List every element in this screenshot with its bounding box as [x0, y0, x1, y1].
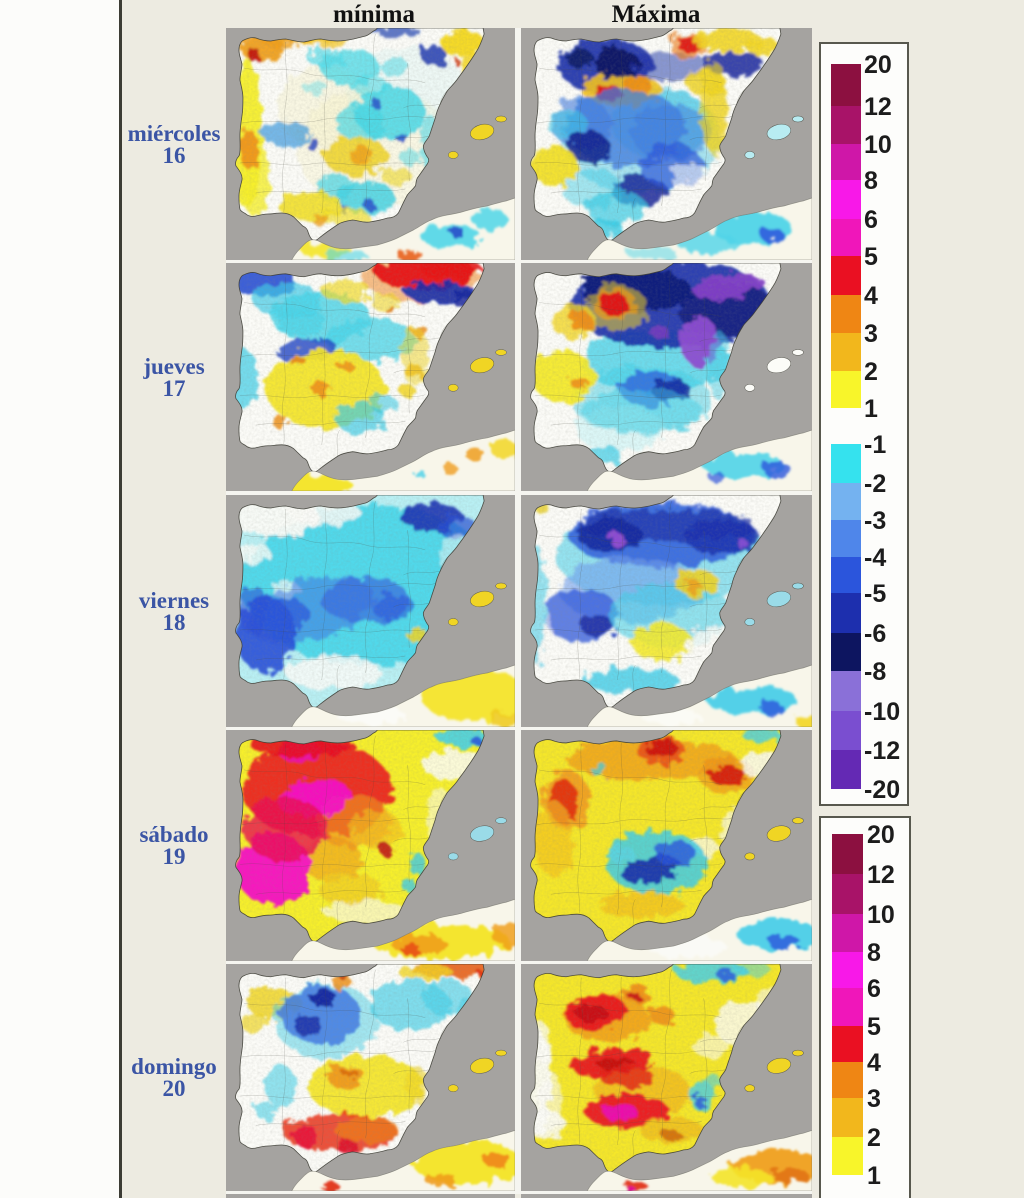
svg-text:8: 8	[864, 167, 878, 195]
svg-text:-8: -8	[864, 658, 886, 686]
svg-text:-10: -10	[864, 698, 900, 726]
svg-text:-3: -3	[864, 507, 886, 535]
svg-text:6: 6	[864, 206, 878, 234]
svg-text:-20: -20	[864, 776, 900, 804]
svg-text:1: 1	[864, 395, 878, 423]
svg-text:5: 5	[864, 243, 878, 271]
svg-text:20: 20	[867, 821, 895, 849]
svg-text:3: 3	[867, 1085, 881, 1113]
svg-text:-2: -2	[864, 470, 886, 498]
svg-text:4: 4	[867, 1049, 881, 1077]
svg-text:3: 3	[864, 320, 878, 348]
svg-text:12: 12	[864, 93, 892, 121]
svg-text:10: 10	[864, 131, 892, 159]
svg-text:1: 1	[867, 1162, 881, 1190]
svg-text:12: 12	[867, 861, 895, 889]
svg-text:2: 2	[864, 358, 878, 386]
svg-text:-6: -6	[864, 620, 886, 648]
svg-text:-5: -5	[864, 580, 886, 608]
svg-text:6: 6	[867, 975, 881, 1003]
svg-text:5: 5	[867, 1013, 881, 1041]
svg-text:2: 2	[867, 1124, 881, 1152]
svg-text:20: 20	[864, 51, 892, 79]
svg-text:4: 4	[864, 282, 878, 310]
svg-text:8: 8	[867, 939, 881, 967]
svg-text:-12: -12	[864, 737, 900, 765]
svg-text:-1: -1	[864, 431, 886, 459]
svg-text:-4: -4	[864, 544, 886, 572]
svg-text:10: 10	[867, 901, 895, 929]
